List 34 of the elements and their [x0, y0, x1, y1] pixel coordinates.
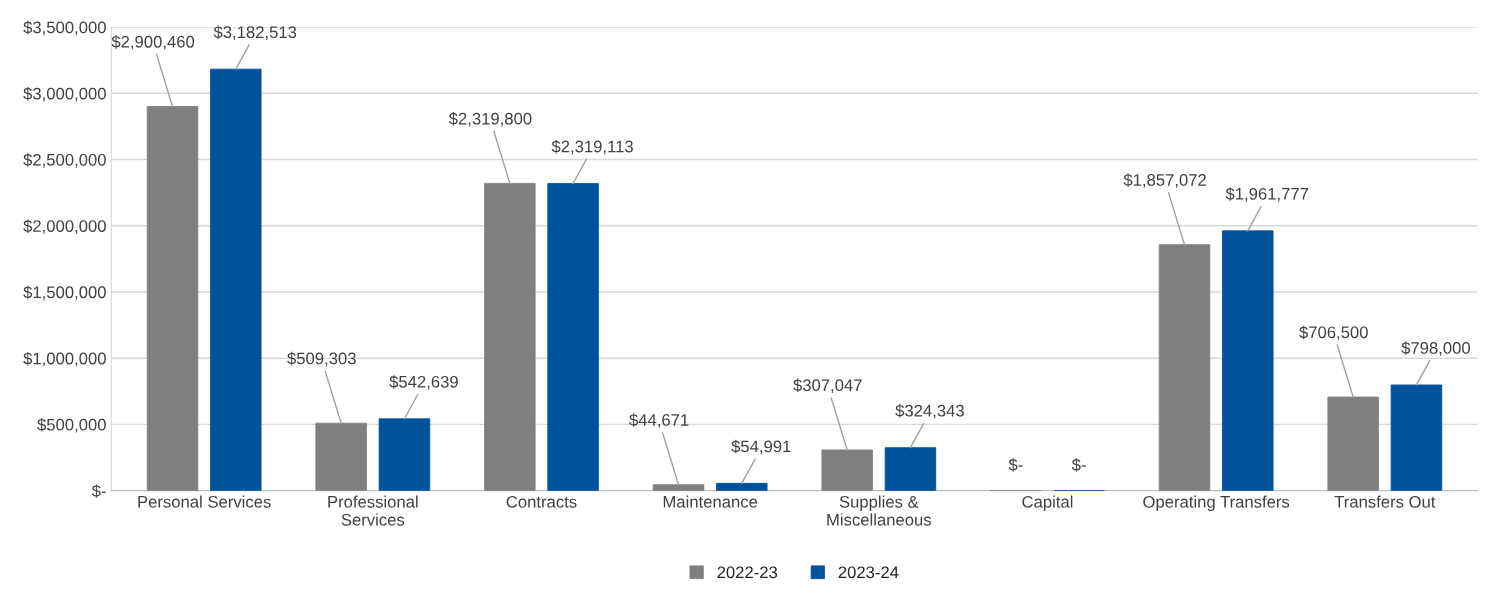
x-tick-label: Supplies & Miscellaneous: [827, 495, 932, 526]
y-tick-label: $-: [91, 484, 106, 498]
data-label: $509,303: [287, 351, 356, 367]
x-tick-label: Contracts: [506, 495, 577, 508]
data-label: $2,319,800: [448, 112, 532, 127]
data-label: $-: [1008, 458, 1023, 472]
data-label: $798,000: [1401, 341, 1470, 356]
data-label: $2,900,460: [111, 35, 195, 50]
data-label: $542,639: [389, 375, 458, 390]
data-label: $706,500: [1299, 325, 1368, 341]
y-tick-label: $1,000,000: [23, 351, 106, 367]
data-label: $324,343: [895, 404, 964, 419]
x-tick-label: Operating Transfers: [1143, 495, 1290, 512]
data-label: $307,047: [793, 378, 862, 394]
x-tick-label: Transfers Out: [1334, 495, 1436, 508]
data-label: $-: [1071, 458, 1086, 472]
legend-label: 2023-24: [838, 566, 899, 579]
data-label: $44,671: [629, 413, 689, 428]
x-tick-label: Personal Services: [138, 495, 271, 508]
y-tick-label: $1,500,000: [23, 285, 106, 301]
y-tick-label: $2,500,000: [23, 153, 106, 168]
y-tick-label: $3,500,000: [23, 20, 106, 36]
x-tick-label: Capital: [1022, 495, 1073, 512]
x-tick-label: Maintenance: [663, 495, 758, 508]
data-label: $1,857,072: [1123, 173, 1206, 188]
y-tick-label: $2,000,000: [23, 219, 106, 234]
x-tick-label: Professional Services: [328, 495, 418, 526]
data-label: $54,991: [731, 439, 791, 455]
data-label: $2,319,113: [551, 139, 633, 155]
data-label: $3,182,513: [213, 25, 297, 41]
y-tick-label: $3,000,000: [23, 87, 106, 102]
data-label: $1,961,777: [1225, 187, 1309, 202]
legend-label: 2022-23: [717, 566, 778, 579]
y-tick-label: $500,000: [37, 418, 106, 433]
